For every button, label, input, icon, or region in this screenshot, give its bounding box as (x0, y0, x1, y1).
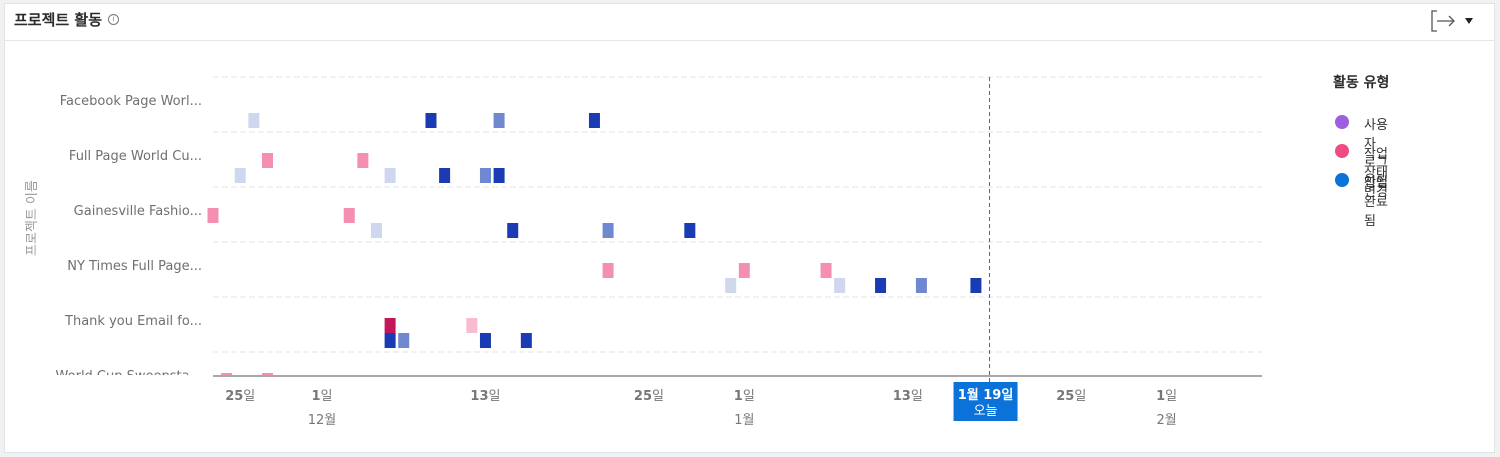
today-text-label: 오늘 (974, 404, 998, 419)
status-change-mark (261, 153, 273, 168)
legend-item-status-change[interactable]: 작업 상태 변경 (1333, 143, 1389, 200)
status-change-mark (466, 318, 478, 333)
status-change-mark (820, 263, 832, 278)
legend-swatch-status-change (1335, 144, 1349, 158)
x-tick-label: 13일 (470, 389, 500, 404)
task-complete-mark (602, 223, 614, 238)
x-tick-label: 13일 (893, 389, 923, 404)
task-complete-mark (479, 168, 491, 183)
today-date-label: 1월 19일 (958, 387, 1014, 403)
task-complete-mark (384, 333, 396, 348)
x-tick-label: 1일 (1156, 389, 1177, 404)
task-complete-mark (398, 333, 410, 348)
task-complete-mark (479, 333, 491, 348)
chevron-down-icon (1465, 18, 1473, 24)
task-complete-mark (248, 113, 260, 128)
legend-item-task-complete[interactable]: 작업 완료됨 (1333, 172, 1389, 229)
x-tick-label: 25일 (634, 389, 664, 404)
y-tick-label: Gainesville Fashio... (74, 204, 202, 219)
export-icon (1431, 10, 1473, 32)
status-change-mark (357, 153, 369, 168)
task-complete-mark (520, 333, 532, 348)
legend: 활동 유형 사용자 로그인됨 작업 상태 변경 작업 완료됨 (1333, 72, 1390, 229)
export-menu-button[interactable] (1428, 8, 1480, 34)
x-month-label: 12월 (308, 413, 337, 428)
legend-label: 작업 상태 변경 (1364, 147, 1388, 200)
task-complete-mark (370, 223, 382, 238)
status-change-mark (207, 208, 219, 223)
legend-item-user-login[interactable]: 사용자 로그인됨 (1333, 114, 1389, 190)
task-complete-mark (725, 278, 737, 293)
info-icon[interactable]: i (108, 14, 119, 25)
y-tick-label: Thank you Email fo... (64, 314, 202, 329)
task-complete-mark (493, 113, 505, 128)
card-header: 프로젝트 활동 i (5, 4, 1494, 41)
task-complete-mark (875, 278, 887, 293)
task-complete-mark (425, 113, 437, 128)
status-change-mark (221, 373, 233, 375)
task-complete-mark (493, 168, 505, 183)
status-change-mark (261, 373, 273, 375)
status-change-mark (343, 208, 355, 223)
x-axis: 25일 1일 12월 13일 25일 1일 1월 13일 25일 1일 2월 (213, 375, 1262, 428)
y-axis-labels: Facebook Page Worl... Full Page World Cu.… (56, 94, 202, 384)
status-change-mark (738, 263, 750, 278)
y-tick-label: Facebook Page Worl... (60, 94, 202, 109)
legend-title: 활동 유형 (1333, 75, 1390, 91)
status-change-mark (602, 263, 614, 278)
legend-label: 사용자 로그인됨 (1364, 118, 1388, 190)
x-tick-label: 25일 (225, 389, 255, 404)
x-month-label: 1월 (734, 413, 754, 428)
task-complete-mark (234, 168, 246, 183)
project-activity-card: 프로젝트 활동 i (4, 3, 1495, 453)
task-complete-mark (684, 223, 696, 238)
legend-swatch-user-login (1335, 115, 1349, 129)
task-complete-mark (384, 168, 396, 183)
legend-swatch-task-complete (1335, 173, 1349, 187)
x-tick-label: 25일 (1056, 389, 1086, 404)
x-tick-label: 1일 (311, 389, 332, 404)
task-complete-mark (588, 113, 600, 128)
chart-marks (207, 113, 982, 375)
today-badge (953, 382, 1018, 421)
y-tick-label: World Cup Sweepsta... (56, 369, 202, 384)
task-complete-mark (834, 278, 846, 293)
y-tick-label: NY Times Full Page... (67, 259, 202, 274)
task-complete-mark (507, 223, 519, 238)
x-tick-label: 1일 (734, 389, 755, 404)
y-axis-title: 프로젝트 이름 (25, 180, 40, 256)
y-tick-label: Full Page World Cu... (69, 149, 202, 164)
chart-grid (213, 76, 1262, 353)
task-complete-mark (970, 278, 982, 293)
legend-label: 작업 완료됨 (1364, 176, 1388, 229)
task-complete-mark (915, 278, 927, 293)
status-change-mark (384, 318, 396, 333)
task-complete-mark (439, 168, 451, 183)
x-month-label: 2월 (1157, 413, 1177, 428)
card-title: 프로젝트 활동 (14, 11, 103, 29)
